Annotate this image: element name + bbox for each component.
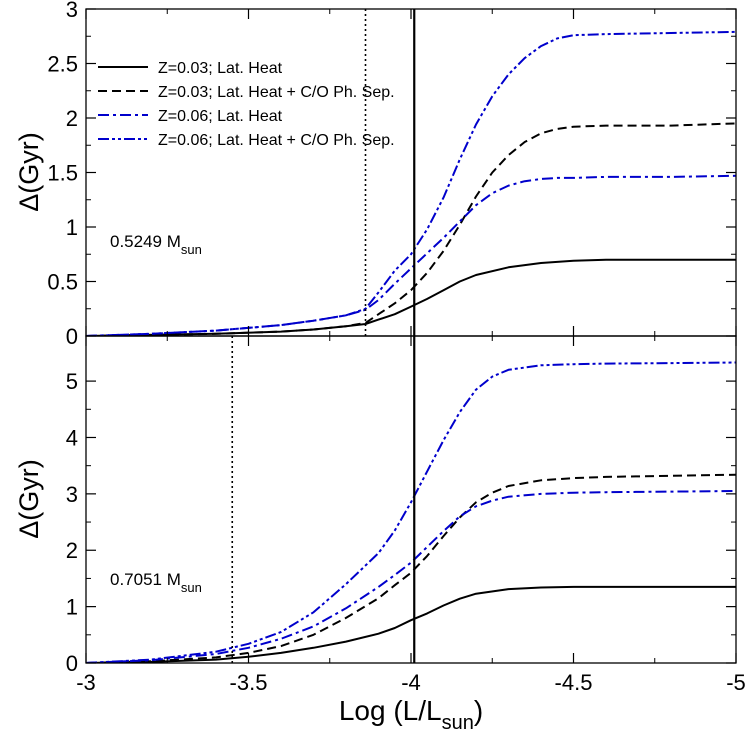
lower-ytick-label: 3 (66, 482, 78, 507)
upper-mass-annotation: 0.5249 Msun (110, 232, 202, 257)
legend-label-1: Z=0.03; Lat. Heat + C/O Ph. Sep. (158, 84, 395, 101)
legend-label-0: Z=0.03; Lat. Heat (158, 60, 283, 77)
upper-ytick-label: 0.5 (47, 270, 78, 295)
upper-mass-sub: sun (181, 242, 202, 257)
lower-mass-annotation: 0.7051 Msun (110, 570, 202, 595)
upper-ytick-label: 1 (66, 215, 78, 240)
upper-panel-frame (85, 8, 737, 337)
x-axis-label-main: Log (L/L (339, 695, 442, 726)
upper-ytick-label: 2.5 (47, 52, 78, 77)
lower-series-line-0 (86, 585, 736, 663)
reference-lines (231, 9, 416, 663)
x-axis-label-close: ) (474, 695, 483, 726)
lower-ytick-label: 0 (66, 651, 78, 676)
lower-mass-text: 0.7051 M (110, 570, 181, 589)
upper-ytick-label: 1.5 (47, 161, 78, 186)
legend-label-3: Z=0.06; Lat. Heat + C/O Ph. Sep. (158, 132, 395, 149)
upper-ytick-label: 2 (66, 106, 78, 131)
lower-ytick-label: 5 (66, 369, 78, 394)
lower-ytick-label: 2 (66, 538, 78, 563)
xtick-label: -3 (76, 670, 96, 695)
lower-mass-sub: sun (181, 580, 202, 595)
lower-ytick-label: 1 (66, 595, 78, 620)
upper-series-line-3 (86, 30, 736, 336)
lower-ylabel: Δ(Gyr) (14, 459, 44, 539)
lower-panel-series (86, 361, 736, 663)
lower-series-line-2 (86, 490, 736, 663)
xtick-label: -4 (401, 670, 421, 695)
lower-ytick-label: 4 (66, 425, 78, 450)
lower-series-line-3 (86, 361, 736, 663)
xtick-label: -4.5 (555, 670, 593, 695)
x-axis-label-sub: sun (442, 712, 474, 734)
upper-series-line-0 (86, 258, 736, 336)
xtick-label: -3.5 (230, 670, 268, 695)
x-axis-label: Log (L/Lsun) (339, 695, 483, 734)
upper-ytick-label: 3 (66, 0, 78, 22)
axis-ticks: 0 0.5 1 1.5 2 2.5 3 0 1 2 3 4 5 -3 -3.5 -4 -4.5 -5 (47, 0, 745, 695)
lower-series-line-1 (86, 473, 736, 663)
upper-mass-text: 0.5249 M (110, 232, 181, 251)
lower-panel-frame (85, 335, 737, 664)
legend: Z=0.03; Lat. Heat Z=0.03; Lat. Heat + C/O… (98, 60, 395, 149)
upper-series-line-1 (86, 122, 736, 336)
upper-panel-series (86, 30, 736, 336)
upper-ylabel: Δ(Gyr) (14, 132, 44, 212)
xtick-label: -5 (726, 670, 746, 695)
legend-label-2: Z=0.06; Lat. Heat (158, 108, 283, 125)
upper-ytick-label: 0 (66, 324, 78, 349)
